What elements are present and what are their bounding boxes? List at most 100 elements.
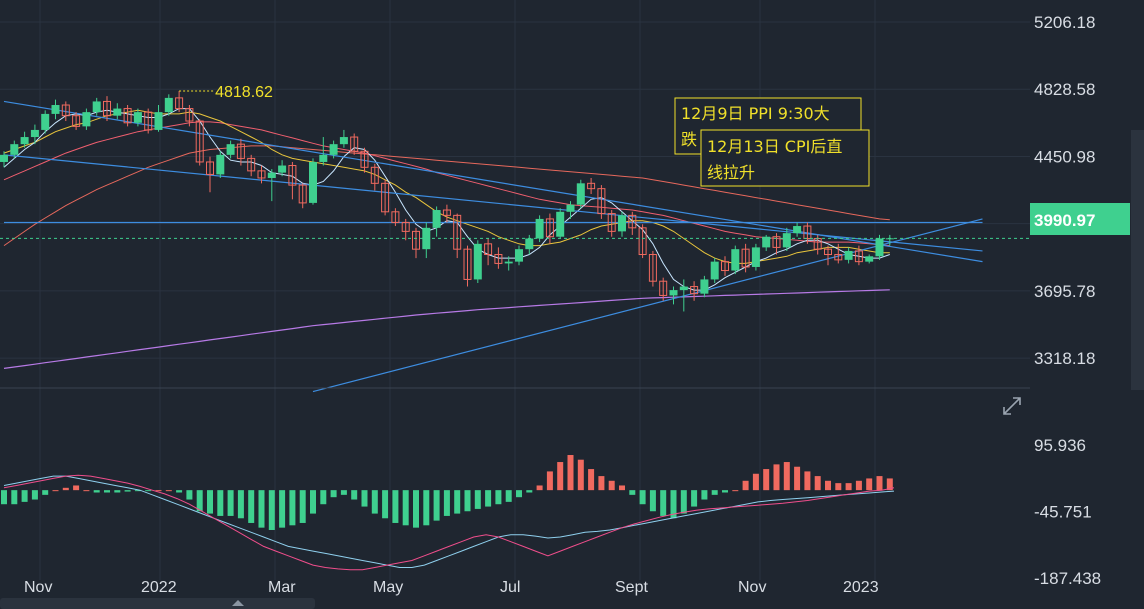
histogram-bar <box>320 490 327 505</box>
histogram-bar <box>454 490 461 514</box>
histogram-bar <box>289 490 296 526</box>
time-tick-label: Jul <box>500 579 520 596</box>
time-tick-label: Nov <box>24 579 52 596</box>
candle <box>329 140 338 159</box>
histogram-bar <box>649 490 656 512</box>
histogram-bar <box>588 469 595 491</box>
candle <box>545 213 554 244</box>
candle <box>257 165 266 184</box>
candle <box>535 215 544 243</box>
candle <box>144 108 153 134</box>
histogram-bar <box>104 490 110 493</box>
candle <box>226 140 235 159</box>
candle <box>793 222 802 237</box>
histogram-bar <box>207 490 213 514</box>
histogram-bar <box>134 490 141 492</box>
candle <box>875 234 884 260</box>
indicator-tick-label: 95.936 <box>1034 436 1086 455</box>
histogram-bar <box>866 478 873 491</box>
candle <box>432 206 441 237</box>
histogram-bar <box>382 490 389 519</box>
histogram-bar <box>52 490 59 492</box>
histogram-bar <box>474 490 481 509</box>
histogram-bar <box>196 490 203 512</box>
histogram-bar <box>794 466 801 491</box>
histogram-bar <box>876 476 883 491</box>
price-scrollbar[interactable] <box>1131 130 1144 390</box>
scroll-handle-icon[interactable] <box>232 600 244 606</box>
histogram-bar <box>93 490 100 493</box>
candle <box>350 133 359 155</box>
candle <box>92 97 101 116</box>
trend-lines <box>3 100 983 393</box>
histogram-bar <box>361 490 368 507</box>
candle <box>10 140 19 159</box>
candle <box>597 185 606 219</box>
histogram-bar <box>825 480 831 491</box>
histogram-bar <box>1 490 7 505</box>
histogram-bar <box>485 490 492 507</box>
histogram-bar <box>114 490 121 493</box>
candle <box>123 105 132 127</box>
histogram-bar <box>21 490 28 502</box>
histogram-bar <box>83 490 90 492</box>
histogram-bar <box>660 490 667 516</box>
candle <box>82 108 91 130</box>
time-axis: Nov 2022 Mar May Jul Sept Nov 2023 <box>24 579 879 596</box>
candle <box>751 243 760 271</box>
candle <box>154 105 163 132</box>
histogram-bar <box>701 490 708 500</box>
time-tick-label: Mar <box>268 579 296 596</box>
candle <box>278 160 287 177</box>
candle <box>51 99 60 120</box>
candle <box>782 227 791 251</box>
candle <box>453 213 462 259</box>
candle <box>669 286 678 305</box>
histogram-bar <box>237 490 244 519</box>
ma-long-line <box>3 145 890 247</box>
candle <box>267 169 276 202</box>
candle <box>185 105 194 127</box>
candle <box>721 256 729 276</box>
histogram-bar <box>752 473 759 491</box>
current-price-text: 3990.97 <box>1034 211 1095 230</box>
histogram-bar <box>814 476 821 491</box>
histogram-bar <box>557 462 564 491</box>
macd-lines <box>3 474 895 571</box>
histogram-bar <box>722 490 728 493</box>
histogram-bar <box>783 462 790 491</box>
histogram-bar <box>629 490 636 495</box>
candle <box>391 208 400 227</box>
candle <box>298 183 307 209</box>
histogram-bar <box>145 490 152 492</box>
histogram-bar <box>536 485 543 491</box>
candle <box>103 96 111 122</box>
price-axis: 5206.184828.584450.984073.383695.783318.… <box>1034 13 1095 368</box>
timeline-scrollbar[interactable] <box>0 598 315 609</box>
histogram-bar <box>443 490 450 516</box>
candle <box>515 245 523 266</box>
expand-diagonal-icon[interactable] <box>1001 395 1023 417</box>
histogram-bar <box>155 490 162 492</box>
histogram-bar <box>310 490 316 514</box>
histogram-bar <box>11 490 18 505</box>
candle <box>216 151 225 178</box>
candle <box>319 137 328 166</box>
candle <box>442 204 451 223</box>
histogram-bar <box>227 490 234 516</box>
candle <box>607 210 616 237</box>
ma-base-line <box>3 289 890 369</box>
histogram-bar <box>855 480 862 491</box>
time-tick-label: Sept <box>615 579 648 596</box>
histogram-bar <box>742 480 749 491</box>
histogram-bar <box>670 490 677 519</box>
current-price-badge: 3990.97 <box>1030 203 1130 235</box>
candle <box>195 119 204 166</box>
annotation-cpi[interactable]: 12月13日 CPI后直 线拉升 <box>700 129 870 187</box>
histogram-bar <box>186 490 193 500</box>
candle <box>381 179 390 216</box>
histogram-bar <box>608 480 615 491</box>
histogram-bar <box>732 490 739 492</box>
